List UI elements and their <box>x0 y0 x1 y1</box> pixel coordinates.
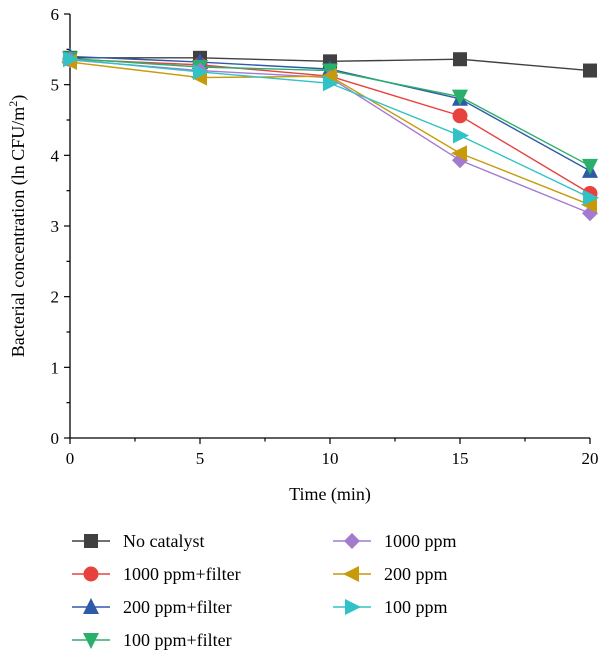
y-axis-title-main: Bacterial concentration (ln CFU/m <box>8 107 29 357</box>
x-tick-label: 5 <box>196 449 205 468</box>
legend-marker <box>83 598 99 614</box>
legend-entry: 100 ppm <box>333 597 448 617</box>
series-triangle-left <box>61 54 597 213</box>
x-tick-label: 15 <box>452 449 469 468</box>
data-point <box>452 89 468 106</box>
legend-marker <box>83 633 99 649</box>
legend-entry: 200 ppm+filter <box>72 597 232 617</box>
legend-entry: 1000 ppm+filter <box>72 564 241 584</box>
data-point <box>453 127 469 144</box>
x-tick-label: 20 <box>582 449 599 468</box>
legend-entry: 1000 ppm <box>333 531 457 551</box>
legend-label: 1000 ppm+filter <box>123 564 241 584</box>
legend-entry: 100 ppm+filter <box>72 630 232 650</box>
y-tick-label: 0 <box>51 429 60 448</box>
data-point <box>583 189 599 206</box>
y-axis-title-superscript: 2 <box>6 101 20 107</box>
y-tick-label: 1 <box>51 358 60 377</box>
legend-label: 100 ppm <box>384 597 448 617</box>
data-point <box>582 158 598 175</box>
data-point <box>193 63 209 80</box>
x-axis-title: Time (min) <box>289 484 371 505</box>
legend-label: No catalyst <box>123 531 204 551</box>
data-point <box>581 196 597 213</box>
series-group <box>61 47 599 222</box>
x-ticks: 0 5 10 15 20 <box>66 438 599 468</box>
legend-marker <box>343 566 359 582</box>
x-tick-label: 10 <box>322 449 339 468</box>
x-tick-label: 0 <box>66 449 75 468</box>
legend-marker <box>344 533 360 549</box>
legend-marker <box>83 566 99 582</box>
legend-entry: 200 ppm <box>333 564 448 584</box>
legend-marker <box>84 534 98 548</box>
data-point <box>63 51 79 68</box>
y-axis-title: Bacterial concentration (ln CFU/m2) <box>6 95 29 357</box>
y-tick-label: 3 <box>51 217 60 236</box>
legend-label: 200 ppm <box>384 564 448 584</box>
y-axis-title-close: ) <box>8 95 29 101</box>
data-point <box>451 145 467 162</box>
data-point <box>321 68 337 85</box>
legend-label: 1000 ppm <box>384 531 457 551</box>
legend-entry: No catalyst <box>72 531 204 551</box>
data-point <box>323 75 339 92</box>
y-ticks: 0 1 2 3 4 5 6 <box>51 5 70 448</box>
series-triangle-right <box>63 51 599 206</box>
y-tick-label: 4 <box>51 146 60 165</box>
y-tick-label: 6 <box>51 5 60 24</box>
legend-marker <box>345 599 361 615</box>
y-tick-label: 5 <box>51 76 60 95</box>
data-point <box>452 108 468 124</box>
data-point <box>583 63 597 78</box>
legend-label: 100 ppm+filter <box>123 630 232 650</box>
legend: No catalyst 1000 ppm+filter 200 ppm+filter… <box>72 531 457 650</box>
legend-label: 200 ppm+filter <box>123 597 232 617</box>
data-point <box>453 52 467 67</box>
y-tick-label: 2 <box>51 288 60 307</box>
